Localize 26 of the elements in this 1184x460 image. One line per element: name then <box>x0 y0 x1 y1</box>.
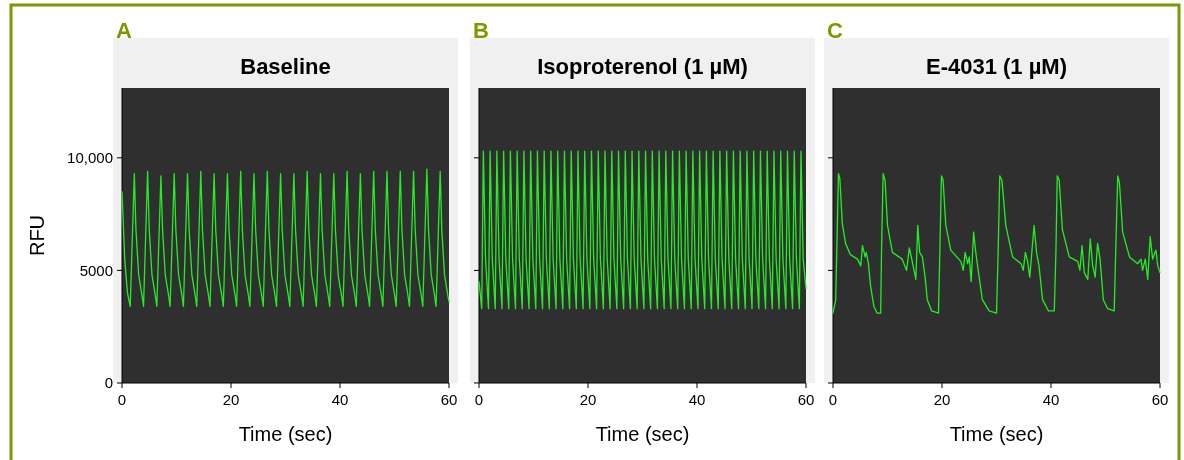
chart-title: Isoproterenol (1 µM) <box>537 54 748 79</box>
x-tick-label: 60 <box>797 391 815 408</box>
x-axis-title: Time (sec) <box>238 423 333 445</box>
x-tick-label: 40 <box>1042 391 1060 408</box>
line-series <box>121 168 450 308</box>
x-axis-title: Time (sec) <box>595 423 690 445</box>
x-tick-label: 20 <box>222 391 240 408</box>
x-tick-label: 60 <box>1151 391 1169 408</box>
y-tick-label: 10,000 <box>67 149 113 167</box>
y-axis-title: RFU <box>26 214 48 257</box>
text: C <box>827 18 843 43</box>
x-tick-label: 20 <box>933 391 951 408</box>
x-tick-label: 40 <box>688 391 706 408</box>
chart-title: Baseline <box>240 54 331 79</box>
chart-title: E-4031 (1 µM) <box>925 54 1068 79</box>
x-tick-label: 0 <box>828 391 838 408</box>
y-tick-label: 0 <box>104 374 113 392</box>
x-tick-label: 60 <box>440 391 458 408</box>
text: A <box>116 18 132 43</box>
x-tick-label: 0 <box>474 391 484 408</box>
x-tick-label: 20 <box>579 391 597 408</box>
text: B <box>473 18 489 43</box>
x-axis-title: Time (sec) <box>949 423 1044 445</box>
x-tick-label: 0 <box>117 391 127 408</box>
x-tick-label: 40 <box>331 391 349 408</box>
y-tick-label: 5000 <box>79 261 113 279</box>
